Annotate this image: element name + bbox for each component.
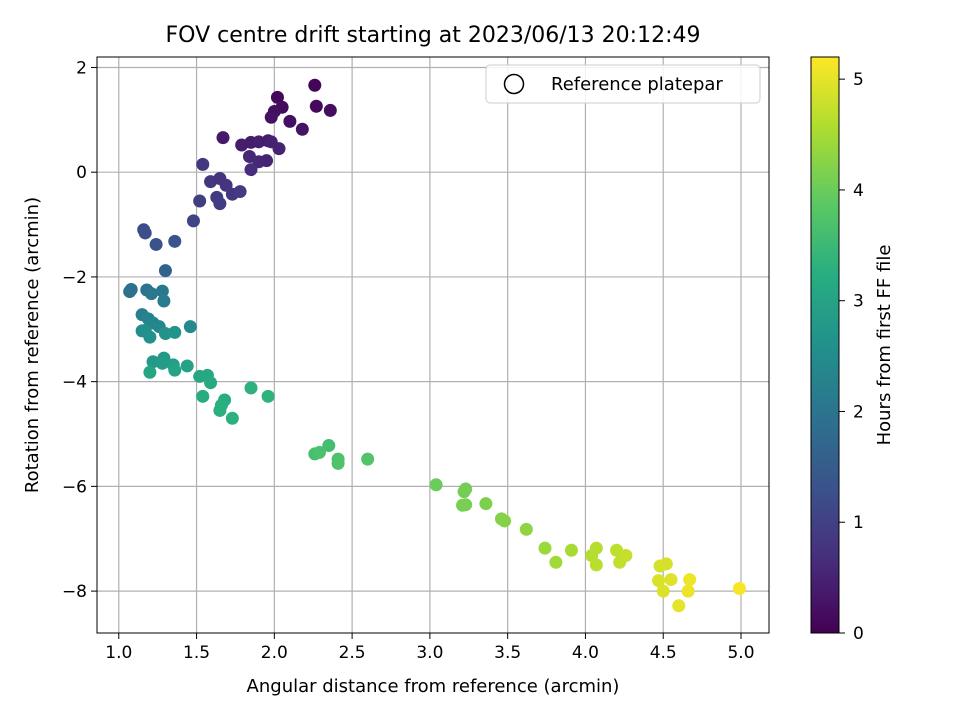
data-point xyxy=(619,549,633,563)
data-point xyxy=(295,122,309,136)
data-point xyxy=(193,194,207,208)
data-point xyxy=(564,543,578,557)
y-tick-label: −6 xyxy=(62,477,87,497)
data-point xyxy=(361,452,375,466)
data-point xyxy=(155,284,169,298)
colorbar: 0 1 2 3 4 5 Hours from first FF file xyxy=(810,56,895,644)
data-point xyxy=(652,574,666,588)
data-point xyxy=(732,581,746,595)
legend-marker-open-circle xyxy=(503,73,525,95)
colorbar-tick-label: 5 xyxy=(853,70,864,90)
data-point xyxy=(244,381,258,395)
data-point xyxy=(158,264,172,278)
data-point xyxy=(322,439,336,453)
y-tick-label: −2 xyxy=(62,268,87,288)
data-point xyxy=(143,365,157,379)
plot-frame xyxy=(96,56,770,634)
x-axis-ticks: 1.0 1.5 2.0 2.5 3.0 3.5 4.0 4.5 5.0 xyxy=(105,633,755,663)
x-tick-label: 5.0 xyxy=(727,643,754,663)
data-point xyxy=(261,389,275,403)
x-tick-label: 3.0 xyxy=(416,643,443,663)
colorbar-tick-label: 0 xyxy=(853,624,864,644)
data-point xyxy=(264,110,278,124)
colorbar-tick-label: 3 xyxy=(853,292,864,312)
x-tick-label: 2.5 xyxy=(339,643,366,663)
data-point xyxy=(168,234,182,248)
y-tick-label: −8 xyxy=(62,582,87,602)
data-point xyxy=(157,294,171,308)
data-point xyxy=(186,214,200,228)
x-tick-label: 1.0 xyxy=(105,643,132,663)
data-point xyxy=(183,320,197,334)
grid-lines xyxy=(97,57,769,633)
colorbar-gradient xyxy=(810,56,840,634)
x-tick-label: 3.5 xyxy=(494,643,521,663)
data-point xyxy=(589,558,603,572)
x-tick-label: 1.5 xyxy=(183,643,210,663)
x-tick-label: 2.0 xyxy=(261,643,288,663)
data-point xyxy=(459,498,473,512)
y-axis-ticks: 2 0 −2 −4 −6 −8 xyxy=(62,58,97,602)
data-point xyxy=(270,90,284,104)
data-point xyxy=(312,445,326,459)
colorbar-tick-label: 2 xyxy=(853,402,864,422)
data-point xyxy=(138,226,152,240)
data-point xyxy=(216,131,230,145)
data-point xyxy=(225,411,239,425)
data-point xyxy=(656,584,670,598)
data-point xyxy=(180,359,194,373)
data-point xyxy=(149,237,163,251)
data-point xyxy=(168,325,182,339)
data-point xyxy=(519,522,533,536)
legend-box xyxy=(485,64,761,104)
data-point xyxy=(283,114,297,128)
data-point xyxy=(457,485,471,499)
colorbar-tick-label: 1 xyxy=(853,513,864,533)
data-point xyxy=(549,555,563,569)
y-tick-label: 0 xyxy=(76,163,87,183)
data-point xyxy=(213,197,227,211)
x-axis-label: Angular distance from reference (arcmin) xyxy=(247,676,620,697)
legend-label: Reference platepar xyxy=(551,74,723,95)
data-point xyxy=(498,514,512,528)
data-point xyxy=(143,330,157,344)
x-tick-label: 4.5 xyxy=(650,643,677,663)
data-point xyxy=(672,599,686,613)
data-point xyxy=(479,497,493,511)
data-point xyxy=(323,103,337,117)
data-point xyxy=(331,456,345,470)
y-tick-label: 2 xyxy=(76,58,87,78)
colorbar-ticks: 0 1 2 3 4 5 xyxy=(839,70,864,644)
data-points xyxy=(123,78,746,613)
data-point xyxy=(683,573,697,587)
x-tick-label: 4.0 xyxy=(572,643,599,663)
data-point xyxy=(213,403,227,417)
data-point xyxy=(155,356,169,370)
data-point xyxy=(538,541,552,555)
data-point xyxy=(196,157,210,171)
y-tick-label: −4 xyxy=(62,373,87,393)
data-point xyxy=(429,478,443,492)
data-point xyxy=(260,154,274,168)
data-point xyxy=(144,287,158,301)
data-point xyxy=(204,376,218,390)
legend: Reference platepar xyxy=(485,64,761,104)
chart-title: FOV centre drift starting at 2023/06/13 … xyxy=(166,23,701,48)
data-point xyxy=(664,573,678,587)
data-point xyxy=(589,541,603,555)
data-point xyxy=(309,99,323,113)
data-point xyxy=(659,557,673,571)
data-point xyxy=(196,389,210,403)
colorbar-tick-label: 4 xyxy=(853,181,864,201)
y-axis-label: Rotation from reference (arcmin) xyxy=(22,197,43,493)
data-point xyxy=(308,78,322,92)
data-point xyxy=(681,584,695,598)
data-point xyxy=(233,185,247,199)
data-point xyxy=(244,163,258,177)
data-point xyxy=(272,142,286,156)
data-point xyxy=(124,282,138,296)
data-point xyxy=(168,363,182,377)
colorbar-label: Hours from first FF file xyxy=(874,245,895,446)
